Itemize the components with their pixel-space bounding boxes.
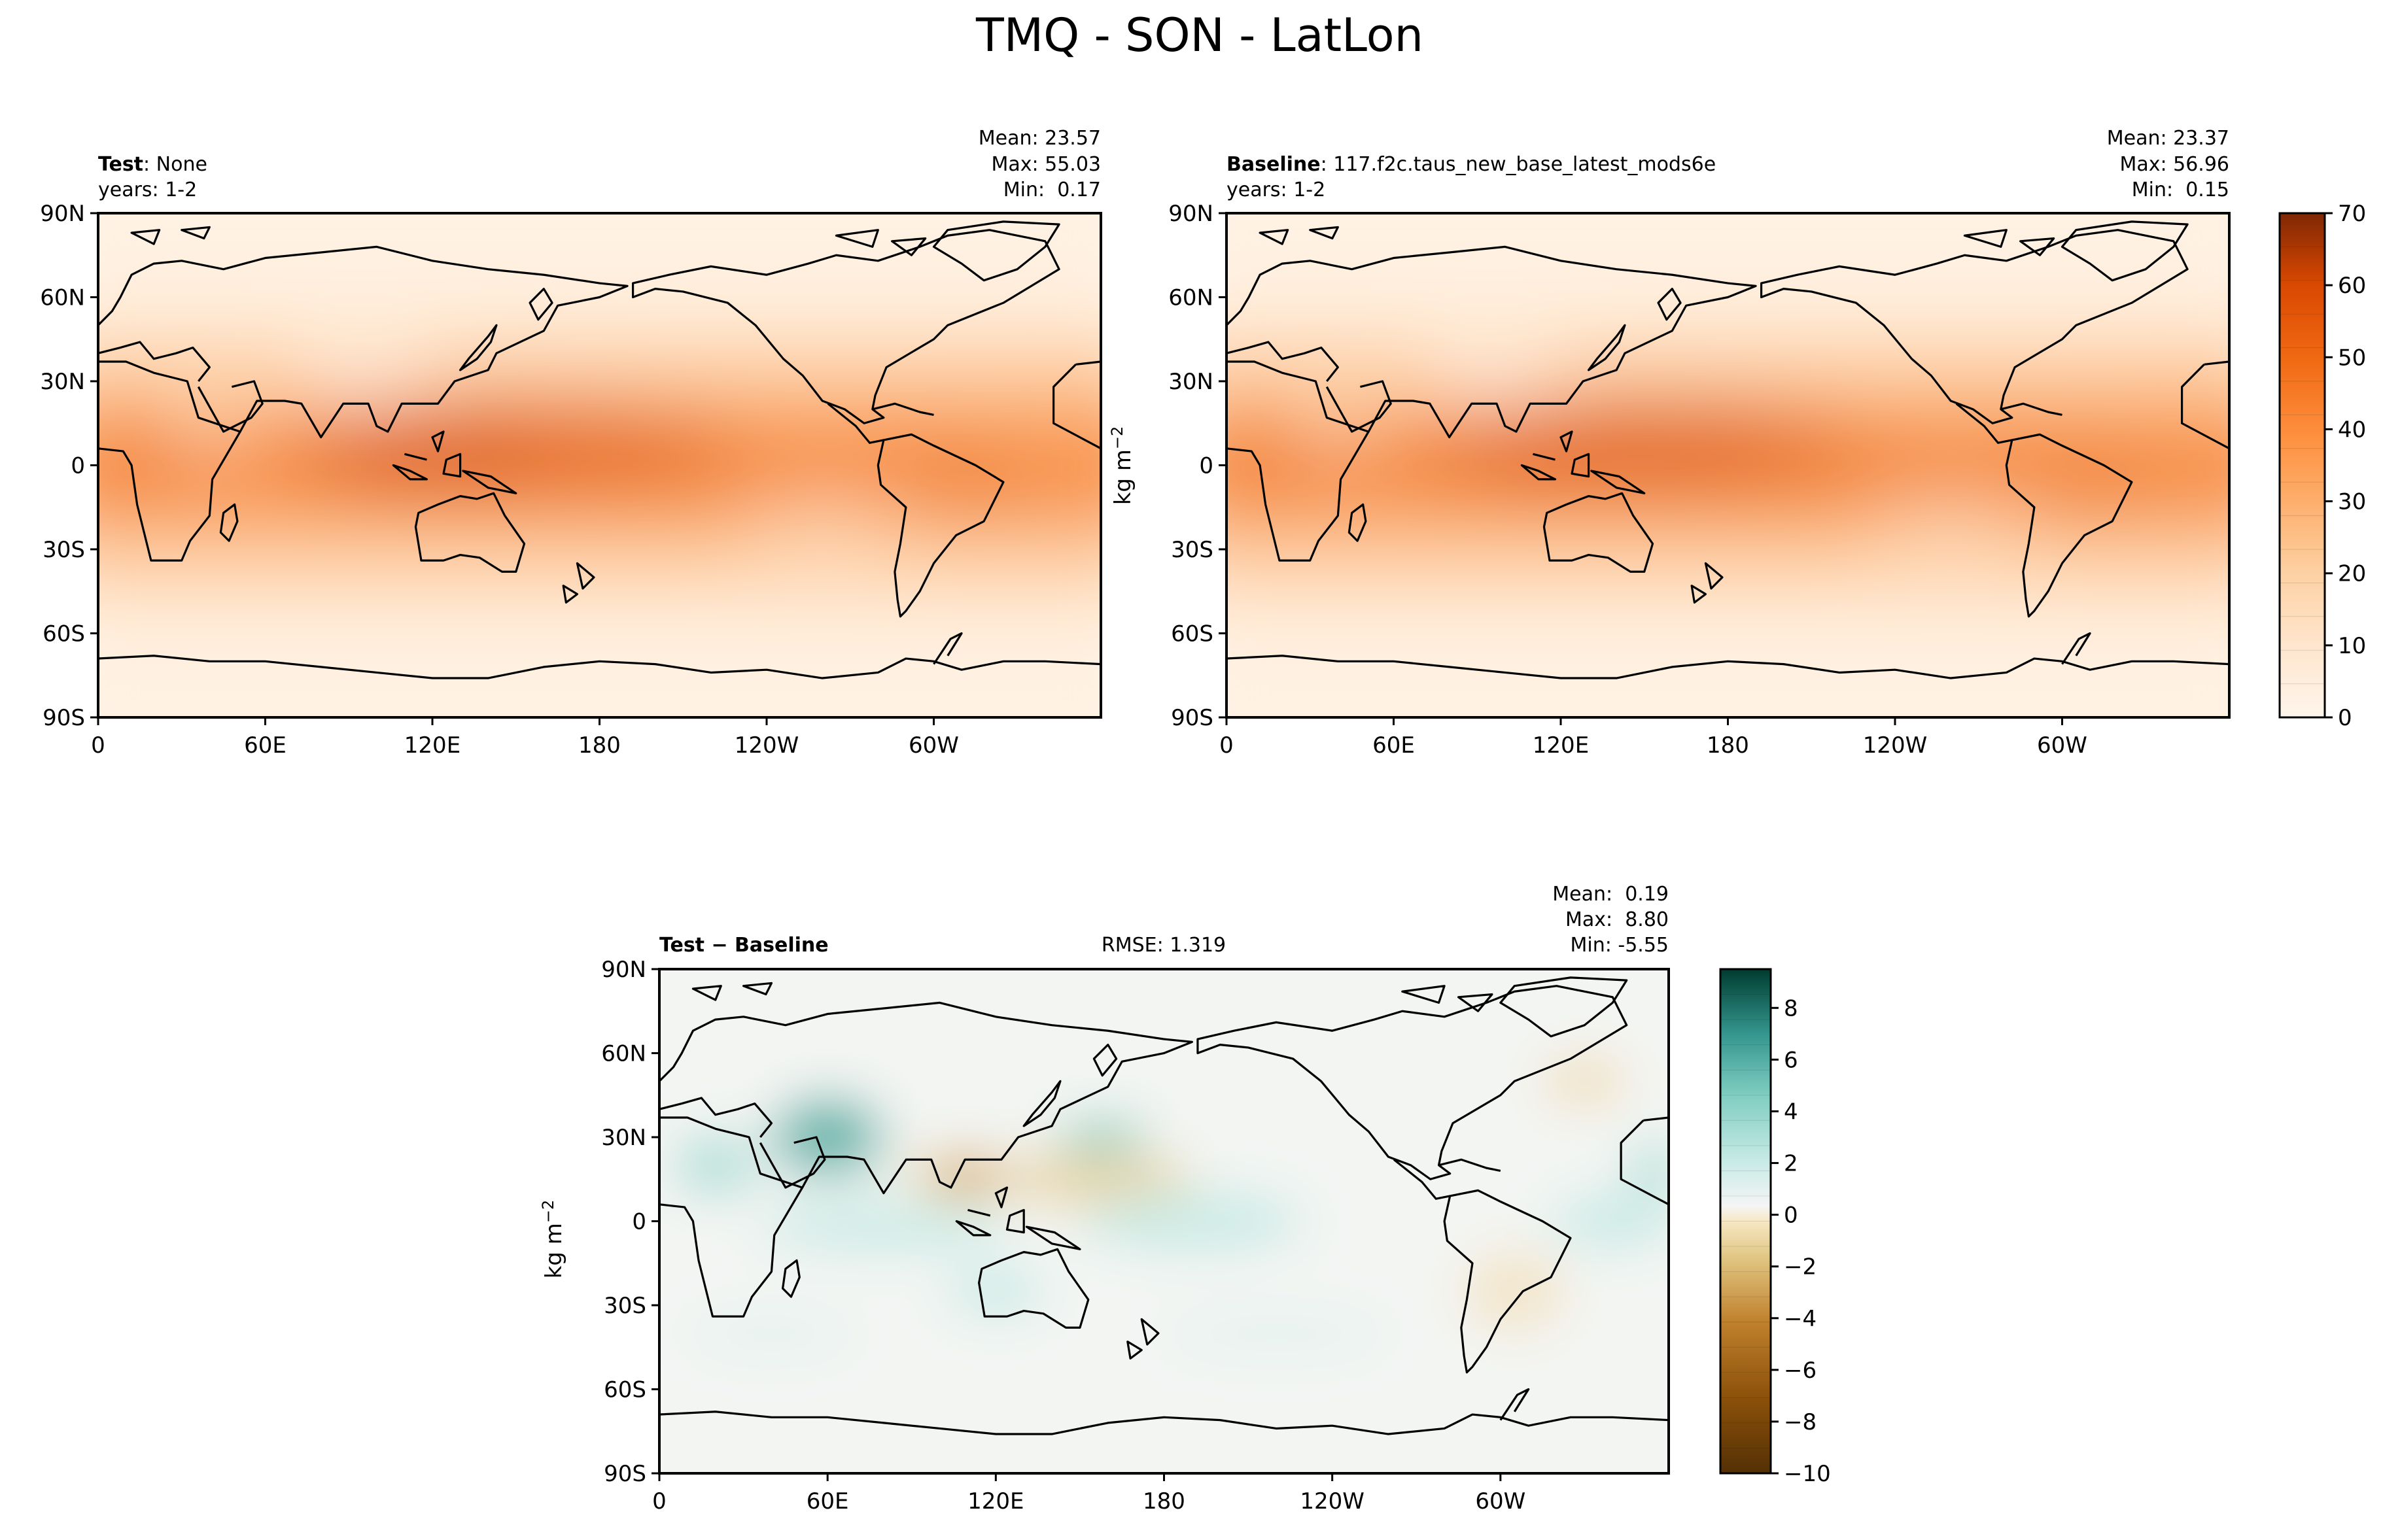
tmq-colorbar: 0 10 20 30 40 50 60 70 <box>2278 201 2366 731</box>
tmq-colorbar-tick-label: 20 <box>2338 561 2366 587</box>
difference-colorbar-tick-label: 2 <box>1784 1151 1798 1177</box>
tmq-colorbar-tick-label: 0 <box>2338 705 2352 731</box>
test-map-ytick-label: 60N <box>40 285 85 311</box>
difference-colorbar-tick-label: −6 <box>1784 1358 1817 1384</box>
tmq-colorbar-tick-label: 10 <box>2338 633 2366 659</box>
baseline-map-xtick-label: 120W <box>1863 732 1928 759</box>
test-map-ytick-label: 0 <box>71 453 85 479</box>
test-stat-max: Max: 55.03 <box>991 153 1101 176</box>
difference-unit-label: kg m−2 <box>539 1200 567 1279</box>
baseline-panel-label: Baseline: 117.f2c.taus_new_base_latest_m… <box>1226 153 1716 176</box>
tmq-colorbar-tick-label: 30 <box>2338 489 2366 515</box>
baseline-map-ytick-label: 30N <box>1168 369 1213 395</box>
difference-colorbar-tick-label: −2 <box>1784 1254 1817 1280</box>
difference-colorbar-ticks: −10 −8 −6 −4 −2 0 2 4 6 8 <box>1771 995 1831 1487</box>
tmq-colorbar-frame <box>2278 212 2326 719</box>
test-map-xtick-label: 120W <box>735 732 799 759</box>
tmq-colorbar-tick-label: 50 <box>2338 345 2366 371</box>
difference-map-xtick-label: 60E <box>807 1488 849 1514</box>
difference-colorbar-tick-label: 0 <box>1784 1203 1798 1229</box>
test-map-ytick-label: 90S <box>43 705 85 731</box>
tmq-colorbar-level-lines <box>2280 246 2325 685</box>
baseline-panel-years: years: 1-2 <box>1226 179 1325 201</box>
difference-stat-mean: Mean: 0.19 <box>1552 883 1669 906</box>
difference-map-ytick-label: 90N <box>601 957 646 983</box>
baseline-map-ytick-label: 60N <box>1168 285 1213 311</box>
baseline-panel: Baseline: 117.f2c.taus_new_base_latest_m… <box>1225 127 2231 719</box>
baseline-map-ytick-label: 90N <box>1168 201 1213 227</box>
test-map-ytick-label: 30S <box>43 537 85 563</box>
baseline-stat-max: Max: 56.96 <box>2119 153 2229 176</box>
test-map-xtick-label: 0 <box>91 732 105 759</box>
difference-map-ytick-label: 30S <box>604 1293 646 1319</box>
difference-map-ytick-label: 60N <box>601 1041 646 1067</box>
difference-panel: Test − Baseline RMSE: 1.319 Mean: 0.19 M… <box>539 883 1670 1475</box>
test-map-xtick-label: 60W <box>909 732 959 759</box>
difference-map-xtick-label: 120E <box>967 1488 1024 1514</box>
tmq-colorbar-tick-label: 60 <box>2338 273 2366 299</box>
baseline-stat-mean: Mean: 23.37 <box>2107 127 2229 150</box>
difference-colorbar-tick-label: 8 <box>1784 995 1798 1021</box>
difference-colorbar-tick-label: −10 <box>1784 1461 1831 1487</box>
baseline-map-xtick-label: 60W <box>2037 732 2087 759</box>
tmq-colorbar-tick-label: 40 <box>2338 417 2366 443</box>
test-map-ytick-label: 90N <box>40 201 85 227</box>
difference-map-ytick-label: 0 <box>632 1209 646 1235</box>
difference-map-ytick-label: 90S <box>604 1461 646 1487</box>
difference-map <box>658 968 1670 1475</box>
baseline-map-ytick-label: 90S <box>1171 705 1213 731</box>
baseline-stat-min: Min: 0.15 <box>2132 179 2229 201</box>
tmq-colorbar-ticks: 0 10 20 30 40 50 60 70 <box>2325 201 2366 731</box>
baseline-map-xtick-label: 60E <box>1372 732 1415 759</box>
figure-title: TMQ - SON - LatLon <box>975 9 1423 62</box>
difference-colorbar-fill <box>1720 969 1771 1473</box>
test-panel: Test: None years: 1-2 Mean: 23.57 Max: 5… <box>97 127 1102 719</box>
top-panels-unit-label: kg m−2 <box>1108 426 1136 505</box>
test-panel-years: years: 1-2 <box>98 179 197 201</box>
difference-colorbar-tick-label: 4 <box>1784 1099 1798 1125</box>
test-map-xtick-label: 120E <box>404 732 461 759</box>
baseline-map-ytick-label: 0 <box>1199 453 1213 479</box>
difference-stat-max: Max: 8.80 <box>1565 908 1669 931</box>
test-stat-mean: Mean: 23.57 <box>979 127 1101 150</box>
baseline-map-ytick-label: 60S <box>1171 621 1213 647</box>
test-map-xtick-label: 180 <box>578 732 621 759</box>
difference-map-xtick-label: 120W <box>1300 1488 1365 1514</box>
difference-map-ytick-label: 30N <box>601 1125 646 1151</box>
difference-map-xtick-label: 0 <box>652 1488 667 1514</box>
difference-colorbar-level-lines <box>1720 994 1771 1448</box>
test-map-xtick-label: 60E <box>244 732 287 759</box>
baseline-map <box>1225 212 2231 719</box>
difference-colorbar-frame <box>1719 968 1772 1475</box>
baseline-map-ytick-label: 30S <box>1171 537 1213 563</box>
baseline-map-xtick-label: 0 <box>1219 732 1234 759</box>
difference-map-xtick-label: 180 <box>1143 1488 1185 1514</box>
tmq-colorbar-fill <box>2280 213 2325 717</box>
difference-colorbar-tick-label: 6 <box>1784 1047 1798 1073</box>
baseline-map-xtick-label: 120E <box>1533 732 1589 759</box>
difference-map-xtick-label: 60W <box>1475 1488 1525 1514</box>
test-map <box>97 212 1102 719</box>
difference-colorbar-tick-label: −4 <box>1784 1306 1817 1332</box>
test-map-ytick-label: 60S <box>43 621 85 647</box>
difference-panel-label: Test − Baseline <box>659 934 829 957</box>
difference-stat-min: Min: -5.55 <box>1571 934 1669 957</box>
difference-rmse: RMSE: 1.319 <box>1102 934 1226 957</box>
test-stat-min: Min: 0.17 <box>1003 179 1101 201</box>
difference-colorbar: −10 −8 −6 −4 −2 0 2 4 6 8 <box>1719 968 1831 1487</box>
baseline-map-xtick-label: 180 <box>1707 732 1749 759</box>
test-panel-label: Test: None <box>98 153 207 176</box>
difference-map-ytick-label: 60S <box>604 1377 646 1403</box>
tmq-colorbar-tick-label: 70 <box>2338 201 2366 227</box>
test-map-ytick-label: 30N <box>40 369 85 395</box>
difference-colorbar-tick-label: −8 <box>1784 1409 1817 1435</box>
